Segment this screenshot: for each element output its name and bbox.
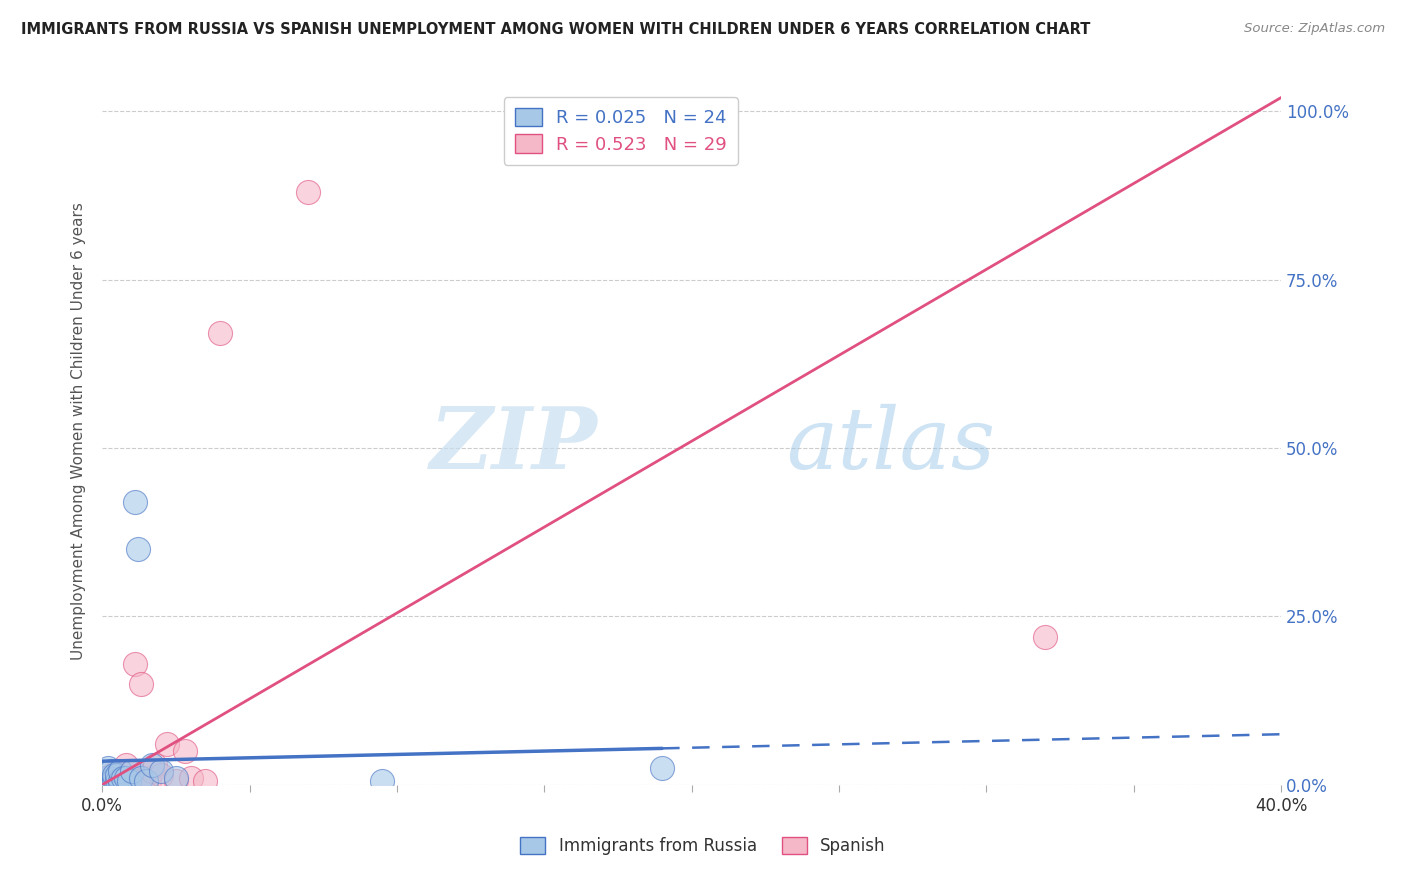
Point (121, 764, 143, 779)
Point (118, 764, 141, 779)
Point (105, 771, 128, 785)
Point (114, 757, 136, 772)
Point (141, 764, 163, 779)
Y-axis label: Unemployment Among Women with Children Under 6 years: Unemployment Among Women with Children U… (72, 202, 86, 660)
Point (143, 757, 166, 772)
Point (127, 541, 149, 556)
Point (209, 326, 232, 341)
Point (150, 767, 173, 781)
Point (108, 774, 131, 789)
Point (100, 774, 122, 789)
Point (129, 676, 152, 690)
Point (111, 767, 134, 781)
Legend: Immigrants from Russia, Spanish: Immigrants from Russia, Spanish (513, 830, 893, 862)
Point (165, 771, 187, 785)
Text: atlas: atlas (786, 404, 995, 486)
Point (100, 767, 122, 781)
Point (124, 657, 146, 671)
Point (114, 771, 136, 785)
Point (135, 771, 157, 785)
Point (173, 744, 195, 758)
Point (138, 774, 160, 789)
Point (103, 772, 125, 787)
Point (297, 185, 319, 199)
Point (141, 757, 163, 772)
Point (121, 771, 143, 785)
Point (97, 771, 120, 785)
Text: ZIP: ZIP (429, 403, 598, 487)
Point (1033, 630, 1056, 644)
Point (129, 771, 152, 785)
Point (97, 761, 120, 775)
Point (105, 764, 128, 779)
Point (180, 771, 202, 785)
Point (111, 771, 134, 785)
Point (100, 772, 122, 787)
Point (165, 774, 187, 789)
Text: IMMIGRANTS FROM RUSSIA VS SPANISH UNEMPLOYMENT AMONG WOMEN WITH CHILDREN UNDER 6: IMMIGRANTS FROM RUSSIA VS SPANISH UNEMPL… (21, 22, 1091, 37)
Point (371, 774, 394, 789)
Point (94, 774, 117, 789)
Point (108, 774, 131, 789)
Point (97, 774, 120, 789)
Point (114, 771, 136, 785)
Point (100, 764, 122, 779)
Point (94, 771, 117, 785)
Point (135, 774, 157, 789)
Point (103, 767, 125, 781)
Point (156, 737, 179, 751)
Point (150, 764, 173, 779)
Point (105, 767, 128, 781)
Point (194, 774, 217, 789)
Legend: R = 0.025   N = 24, R = 0.523   N = 29: R = 0.025 N = 24, R = 0.523 N = 29 (503, 97, 738, 165)
Point (103, 774, 125, 789)
Point (124, 495, 146, 509)
Point (108, 764, 131, 779)
Point (118, 774, 141, 789)
Text: Source: ZipAtlas.com: Source: ZipAtlas.com (1244, 22, 1385, 36)
Point (127, 774, 149, 789)
Point (651, 761, 673, 775)
Point (105, 774, 128, 789)
